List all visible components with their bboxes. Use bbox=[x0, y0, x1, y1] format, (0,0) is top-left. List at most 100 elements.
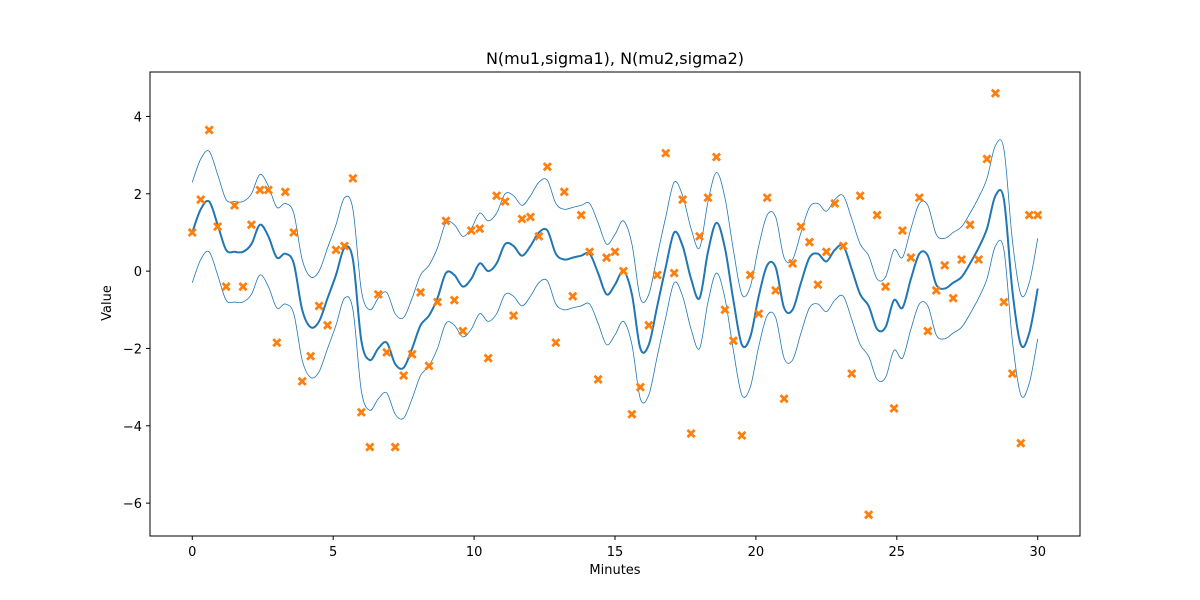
data-point bbox=[762, 193, 772, 203]
x-tick-label: 20 bbox=[748, 545, 765, 560]
data-point bbox=[382, 347, 392, 357]
data-point bbox=[331, 245, 341, 255]
chart-title: N(mu1,sigma1), N(mu2,sigma2) bbox=[486, 49, 744, 68]
data-point bbox=[187, 227, 197, 238]
data-point bbox=[1024, 210, 1034, 220]
data-point bbox=[965, 220, 975, 230]
y-tick-label: 0 bbox=[134, 265, 142, 280]
x-tick-label: 0 bbox=[188, 545, 196, 560]
data-point bbox=[779, 394, 789, 404]
data-point bbox=[754, 309, 764, 319]
data-point bbox=[348, 173, 358, 183]
data-point bbox=[213, 222, 223, 232]
y-tick-label: 4 bbox=[134, 110, 142, 125]
y-tick-label: −6 bbox=[123, 497, 142, 512]
data-point bbox=[576, 210, 586, 220]
data-point bbox=[551, 338, 561, 348]
data-point bbox=[483, 353, 493, 363]
data-point bbox=[610, 247, 620, 257]
data-point bbox=[432, 297, 443, 307]
data-point bbox=[517, 214, 527, 224]
upper-band-line bbox=[191, 139, 1039, 320]
data-point bbox=[289, 227, 299, 238]
data-point bbox=[1016, 438, 1026, 448]
data-point bbox=[855, 191, 865, 201]
data-point bbox=[669, 268, 679, 278]
data-point bbox=[931, 285, 941, 296]
data-point bbox=[441, 216, 451, 226]
data-point bbox=[263, 185, 273, 195]
data-point bbox=[475, 224, 485, 234]
data-point bbox=[914, 193, 924, 203]
data-point bbox=[686, 428, 696, 439]
data-point bbox=[449, 295, 459, 305]
data-point bbox=[720, 305, 730, 315]
data-point bbox=[424, 361, 434, 371]
y-tick-label: −4 bbox=[123, 420, 142, 435]
data-point bbox=[585, 247, 595, 257]
x-tick-label: 30 bbox=[1029, 545, 1046, 560]
data-point bbox=[737, 430, 747, 441]
data-point bbox=[703, 193, 713, 203]
data-point bbox=[458, 326, 468, 336]
data-point bbox=[796, 222, 806, 232]
x-tick-label: 15 bbox=[607, 545, 624, 560]
data-point bbox=[661, 148, 671, 158]
data-point bbox=[322, 320, 333, 330]
data-point bbox=[272, 338, 282, 348]
y-tick-label: −2 bbox=[123, 342, 142, 357]
data-point bbox=[652, 270, 662, 280]
data-point bbox=[399, 370, 409, 381]
data-point bbox=[694, 231, 705, 241]
data-point bbox=[339, 241, 350, 251]
data-point bbox=[559, 187, 569, 197]
data-point bbox=[644, 320, 654, 330]
data-point bbox=[534, 231, 544, 241]
data-point bbox=[204, 125, 214, 135]
data-point bbox=[500, 196, 510, 207]
data-point bbox=[889, 403, 899, 413]
y-tick-label: 2 bbox=[134, 188, 142, 203]
data-point bbox=[238, 282, 248, 292]
data-point bbox=[390, 442, 400, 452]
data-point bbox=[297, 376, 307, 386]
data-point bbox=[196, 195, 206, 205]
data-point bbox=[982, 154, 992, 164]
data-point bbox=[880, 282, 891, 292]
data-point bbox=[492, 191, 502, 201]
data-point bbox=[728, 336, 738, 346]
x-tick-label: 5 bbox=[329, 545, 337, 560]
data-point bbox=[415, 287, 426, 297]
data-point bbox=[280, 187, 290, 197]
data-point bbox=[229, 200, 240, 210]
data-point bbox=[542, 162, 552, 172]
data-point bbox=[864, 510, 874, 520]
data-point bbox=[508, 311, 519, 321]
data-point bbox=[601, 253, 612, 263]
data-point bbox=[593, 374, 603, 384]
data-point bbox=[990, 88, 1001, 98]
data-point bbox=[804, 237, 815, 247]
data-point bbox=[314, 301, 324, 311]
data-point bbox=[838, 241, 848, 251]
data-point bbox=[948, 293, 958, 303]
data-point bbox=[627, 409, 637, 419]
data-point bbox=[365, 442, 375, 452]
lower-band-line bbox=[191, 239, 1039, 420]
data-point bbox=[906, 253, 916, 263]
data-point bbox=[957, 254, 967, 265]
data-point bbox=[821, 247, 831, 257]
data-point bbox=[813, 280, 823, 290]
data-point bbox=[872, 210, 882, 220]
data-point bbox=[356, 407, 366, 417]
data-point bbox=[940, 260, 950, 270]
data-point bbox=[466, 225, 476, 236]
data-point bbox=[306, 351, 316, 361]
data-point bbox=[745, 270, 755, 280]
data-point bbox=[923, 326, 933, 336]
data-point bbox=[897, 225, 908, 236]
data-point bbox=[635, 382, 645, 392]
